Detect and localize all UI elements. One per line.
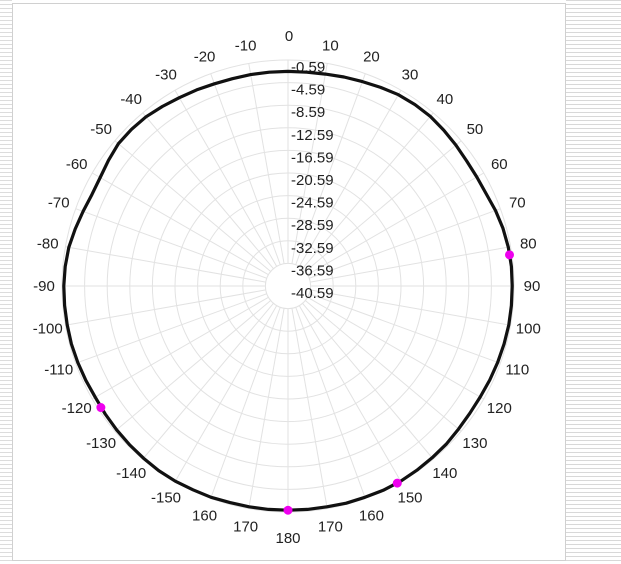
angle-tick-label: 0	[285, 28, 293, 45]
grid-spoke	[304, 140, 462, 272]
radial-tick-label: -36.59	[291, 262, 334, 279]
angle-tick-label: -100	[33, 320, 63, 337]
angle-tick-label: 40	[436, 91, 453, 108]
angle-tick-label: -140	[116, 465, 146, 482]
radial-tick-label: -4.59	[291, 82, 325, 99]
angle-tick-label: 170	[233, 518, 258, 535]
grid-spoke	[75, 293, 267, 364]
marker-layer	[96, 250, 515, 515]
angle-tick-label: 150	[397, 489, 422, 506]
angle-tick-label: -150	[151, 489, 181, 506]
grid-spoke	[309, 208, 501, 279]
angle-tick-label: 90	[524, 278, 541, 295]
grid-spoke	[309, 293, 501, 364]
angle-tick-label: -50	[90, 121, 112, 138]
grid-spoke	[307, 296, 484, 400]
grid-spoke	[248, 63, 285, 264]
grid-spoke	[174, 90, 278, 267]
grid-spoke	[114, 140, 272, 272]
radial-tick-label: -8.59	[291, 104, 325, 121]
grid-spoke	[210, 307, 281, 499]
angle-tick-label: 160	[192, 507, 217, 524]
right-stripe	[566, 0, 621, 564]
grid-spoke	[142, 112, 274, 270]
grid-spoke	[298, 305, 402, 482]
angle-tick-label: 80	[520, 236, 537, 253]
angle-tick-label: -110	[44, 361, 73, 378]
grid-spoke	[310, 289, 511, 326]
grid-spoke	[307, 172, 484, 276]
angle-tick-label: 50	[467, 121, 484, 138]
angle-tick-label: -20	[194, 49, 216, 66]
radial-tick-label: -16.59	[291, 149, 334, 166]
grid-spoke	[291, 308, 328, 509]
angle-tick-label: -120	[62, 400, 92, 417]
angle-tick-label: -130	[86, 435, 116, 452]
data-marker	[505, 250, 515, 260]
angle-tick-label: 160	[359, 507, 384, 524]
angle-tick-labels: 0 10 20 30 40 50 60 70 80 90 100 110 120 130 140 150 160…	[33, 28, 541, 547]
grid-spoke	[310, 246, 511, 283]
grid-spoke	[298, 90, 402, 267]
radial-tick-labels: -0.59-4.59-8.59-12.59-16.59-20.59-24.59-…	[291, 59, 334, 302]
grid-spoke	[114, 300, 272, 432]
angle-tick-label: 60	[491, 156, 508, 173]
angle-tick-label: -30	[155, 67, 177, 84]
grid-spoke	[302, 112, 434, 270]
angle-tick-label: 180	[275, 530, 300, 547]
grid-spoke	[295, 307, 366, 499]
angle-tick-label: -10	[235, 38, 257, 55]
angle-tick-label: -90	[33, 278, 55, 295]
data-marker	[283, 505, 293, 515]
radial-tick-label: -28.59	[291, 217, 334, 234]
angle-tick-label: -80	[37, 236, 59, 253]
angle-tick-label: -70	[48, 195, 70, 212]
angle-tick-label: 10	[322, 38, 339, 55]
grid-spoke	[174, 305, 278, 482]
grid-spoke	[75, 208, 267, 279]
grid-spoke	[295, 73, 366, 265]
angle-tick-label: 170	[318, 518, 343, 535]
grid-spoke	[291, 63, 328, 264]
grid-spoke	[210, 73, 281, 265]
angle-tick-label: 120	[487, 400, 512, 417]
left-stripe	[0, 0, 12, 564]
grid-spoke	[92, 172, 269, 276]
grid-spoke	[248, 308, 285, 509]
data-marker	[392, 478, 402, 488]
angle-tick-label: -40	[120, 91, 142, 108]
angle-tick-label: 20	[363, 49, 380, 66]
radial-tick-label: -40.59	[291, 285, 334, 302]
angle-tick-label: 70	[509, 195, 526, 212]
radial-tick-label: -12.59	[291, 127, 334, 144]
angle-tick-label: -60	[66, 156, 88, 173]
data-marker	[96, 403, 106, 413]
grid-spoke	[304, 300, 462, 432]
angle-tick-label: 30	[402, 67, 419, 84]
angle-tick-label: 130	[462, 435, 487, 452]
grid-spoke	[142, 302, 274, 460]
grid-spoke	[65, 289, 266, 326]
radial-tick-label: -24.59	[291, 195, 334, 212]
radial-tick-label: -20.59	[291, 172, 334, 189]
chart-panel	[12, 3, 566, 561]
grid-spoke	[302, 302, 434, 460]
grid-spoke	[65, 246, 266, 283]
grid-spoke	[92, 296, 269, 400]
angle-tick-label: 140	[432, 465, 457, 482]
angle-tick-label: 110	[505, 361, 529, 378]
radial-tick-label: -32.59	[291, 240, 334, 257]
angle-tick-label: 100	[516, 320, 541, 337]
